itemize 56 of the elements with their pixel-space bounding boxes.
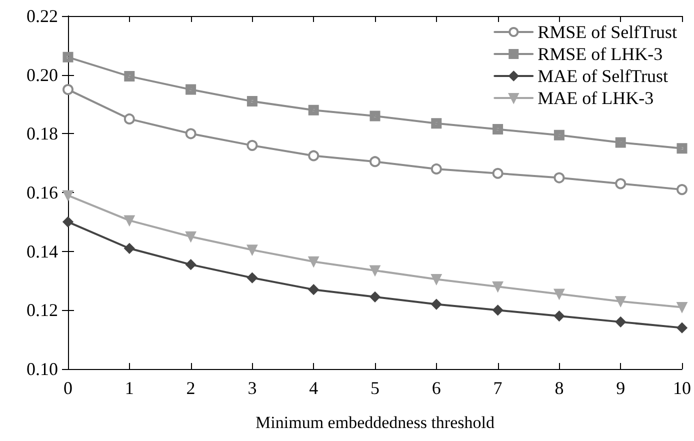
point xyxy=(370,156,380,168)
x-tick-label: 9 xyxy=(616,378,626,398)
point xyxy=(492,281,504,292)
y-tick-label: 0.14 xyxy=(26,241,58,262)
x-tick-label: 4 xyxy=(309,378,318,398)
point xyxy=(615,137,626,148)
legend-label: MAE of LHK-3 xyxy=(538,88,654,108)
point xyxy=(185,128,196,140)
x-tick-label: 10 xyxy=(673,378,691,398)
point xyxy=(431,118,442,129)
point xyxy=(62,52,74,62)
point xyxy=(246,244,258,256)
point xyxy=(554,172,565,184)
point xyxy=(124,113,135,124)
point xyxy=(492,168,504,179)
x-tick-label: 3 xyxy=(248,378,257,398)
point xyxy=(430,163,442,174)
y-tick-label: 0.12 xyxy=(26,300,58,320)
point xyxy=(615,178,626,190)
point xyxy=(246,140,258,151)
legend-label: RMSE of SelfTrust xyxy=(538,22,678,42)
point xyxy=(554,130,564,140)
point xyxy=(308,104,319,116)
point xyxy=(431,274,442,285)
point xyxy=(370,265,380,276)
legend-label: MAE of SelfTrust xyxy=(538,66,668,86)
point xyxy=(186,231,196,242)
y-tick-label: 0.22 xyxy=(26,6,58,26)
point xyxy=(676,302,688,312)
x-tick-label: 1 xyxy=(124,378,134,398)
point xyxy=(124,71,135,82)
point xyxy=(554,288,564,300)
x-tick-label: 0 xyxy=(64,378,72,398)
point xyxy=(370,110,380,122)
point xyxy=(308,150,320,162)
x-tick-label: 8 xyxy=(554,378,564,398)
point xyxy=(124,215,135,226)
point xyxy=(62,84,74,96)
x-tick-label: 5 xyxy=(370,378,380,398)
y-tick-label: 0.16 xyxy=(26,182,58,202)
legend-label: RMSE of LHK-3 xyxy=(538,44,663,64)
x-tick-label: 6 xyxy=(432,378,441,398)
point xyxy=(676,184,688,196)
x-tick-label: 2 xyxy=(186,378,196,398)
point xyxy=(246,96,258,107)
y-tick-label: 0.20 xyxy=(26,64,58,85)
point xyxy=(62,190,74,201)
x-tick-label: 7 xyxy=(493,378,502,398)
point xyxy=(676,143,688,154)
point xyxy=(615,296,626,307)
point xyxy=(308,256,319,267)
point xyxy=(186,84,196,95)
y-tick-label: 0.18 xyxy=(26,124,58,144)
x-axis-title: Minimum embeddedness threshold xyxy=(256,413,495,432)
point xyxy=(492,124,504,135)
y-tick-label: 0.10 xyxy=(26,359,58,379)
